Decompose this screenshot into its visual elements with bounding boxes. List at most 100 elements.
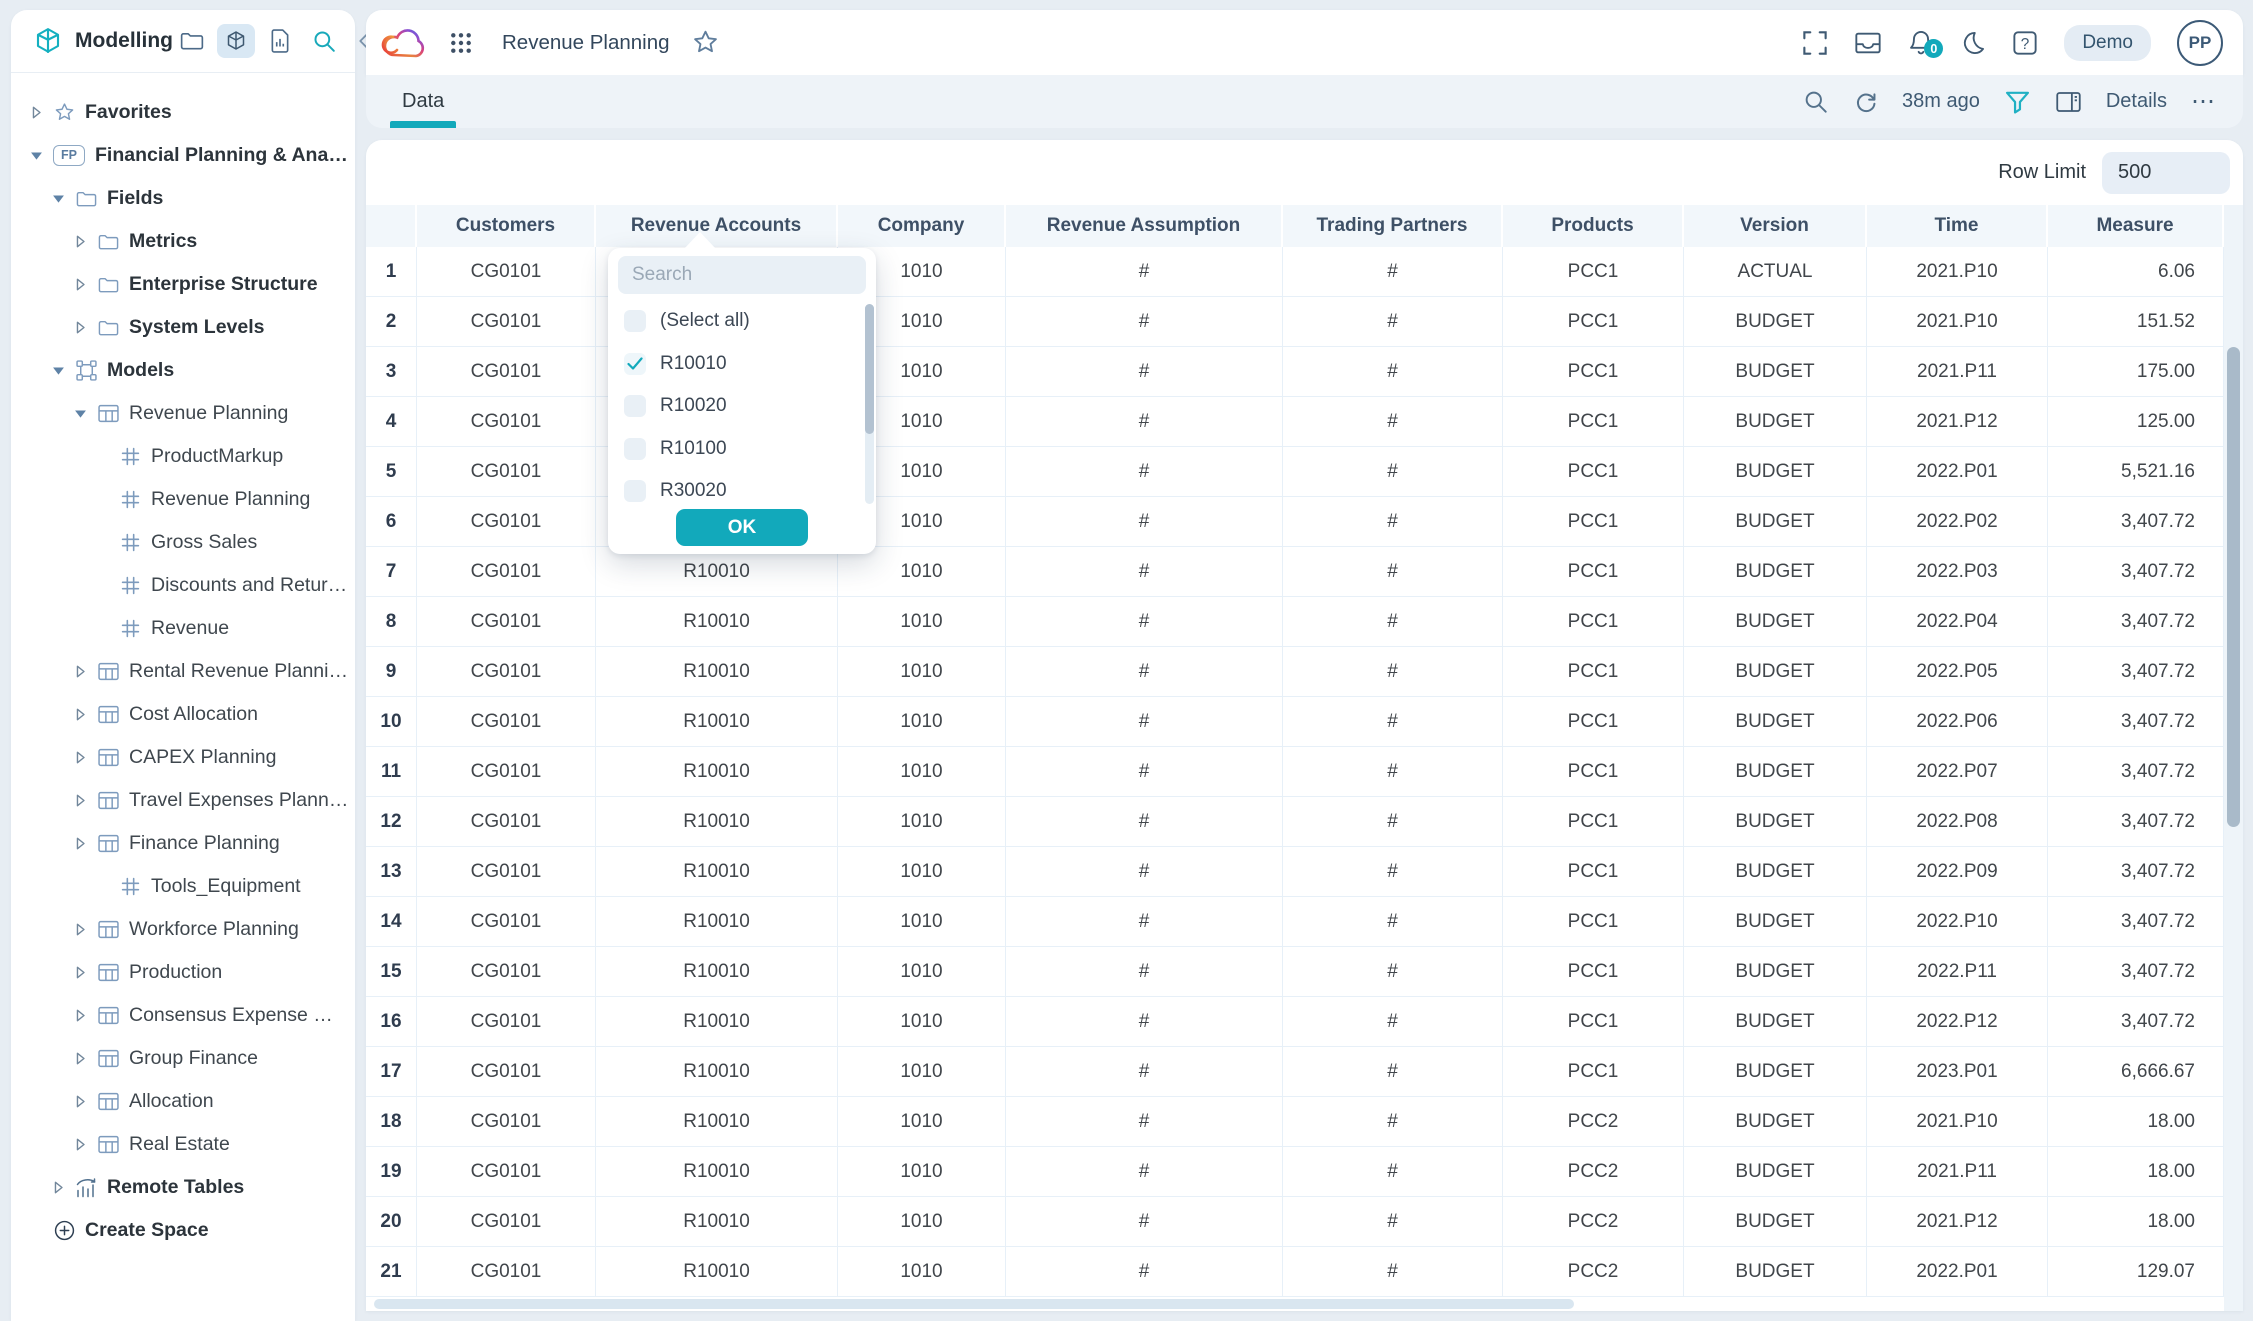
column-header-measure[interactable]: Measure [2048,205,2224,247]
tree-item-group-finance[interactable]: Group Finance [17,1037,349,1080]
tree-item-system-levels[interactable]: System Levels [17,306,349,349]
search-icon[interactable] [305,24,343,58]
tree-item-revenue-planning[interactable]: Revenue Planning [17,392,349,435]
vertical-scrollbar-thumb[interactable] [2227,347,2240,827]
tree-item-tools-equipment[interactable]: Tools_Equipment [17,865,349,908]
refresh-icon[interactable] [1852,89,1878,115]
tree-item-enterprise-structure[interactable]: Enterprise Structure [17,263,349,306]
caret-right-icon[interactable] [73,751,87,764]
tree-item-metrics[interactable]: Metrics [17,220,349,263]
caret-down-icon[interactable] [73,408,87,419]
caret-right-icon[interactable] [73,1052,87,1065]
checkbox-unchecked-icon[interactable] [624,395,646,417]
caret-right-icon[interactable] [73,923,87,936]
tree-item-create-space[interactable]: Create Space [17,1209,349,1252]
report-icon[interactable] [261,24,299,58]
checkbox-unchecked-icon[interactable] [624,480,646,502]
tree-item-production[interactable]: Production [17,951,349,994]
folder-icon[interactable] [173,24,211,58]
tree-item-cost-allocation[interactable]: Cost Allocation [17,693,349,736]
column-header-revenue-assumption[interactable]: Revenue Assumption [1006,205,1283,247]
filter-option-select-all[interactable]: (Select all) [618,300,868,343]
vertical-scrollbar[interactable] [2224,205,2243,1311]
tree-item-fields[interactable]: Fields [17,177,349,220]
caret-right-icon[interactable] [73,1095,87,1108]
details-panel-icon[interactable] [2055,90,2082,114]
filter-option-r30020[interactable]: R30020 [618,470,868,508]
details-label[interactable]: Details [2106,90,2167,113]
caret-right-icon[interactable] [73,665,87,678]
caret-right-icon[interactable] [73,235,87,248]
table-icon [96,920,120,939]
caret-right-icon[interactable] [73,708,87,721]
table-row: 17CG0101R100101010##PCC1BUDGET2023.P016,… [366,1047,2224,1097]
app-grid-icon[interactable] [450,32,472,54]
help-icon[interactable]: ? [2012,30,2038,56]
column-header-trading-partners[interactable]: Trading Partners [1283,205,1503,247]
svg-text:?: ? [2021,35,2030,52]
filter-ok-button[interactable]: OK [676,509,808,546]
tree-item-financial-planning-analysis[interactable]: FPFinancial Planning & Analysis [17,134,349,177]
inbox-icon[interactable] [1854,31,1882,55]
checkbox-checked-icon[interactable] [624,353,646,375]
popup-scrollbar-thumb[interactable] [865,304,874,434]
notifications-bell-icon[interactable]: 0 [1908,29,1934,56]
cell-revenue-assumption: # [1006,797,1283,847]
caret-right-icon[interactable] [51,1181,65,1194]
tree-item-revenue[interactable]: Revenue [17,607,349,650]
tree-item-finance-planning[interactable]: Finance Planning [17,822,349,865]
tree-item-consensus-expense-mo[interactable]: Consensus Expense Mo… [17,994,349,1037]
checkbox-unchecked-icon[interactable] [624,310,646,332]
favorite-star-icon[interactable] [692,29,719,56]
column-header-version[interactable]: Version [1684,205,1867,247]
horizontal-scrollbar-thumb[interactable] [374,1299,1574,1309]
caret-down-icon[interactable] [51,365,65,376]
caret-right-icon[interactable] [73,794,87,807]
checkbox-unchecked-icon[interactable] [624,438,646,460]
row-limit-input[interactable] [2102,152,2230,194]
tree-item-allocation[interactable]: Allocation [17,1080,349,1123]
tree-item-productmarkup[interactable]: ProductMarkup [17,435,349,478]
fullscreen-icon[interactable] [1802,30,1828,56]
filter-option-r10100[interactable]: R10100 [618,428,868,471]
caret-right-icon[interactable] [73,278,87,291]
user-avatar[interactable]: PP [2177,20,2223,66]
tree-item-travel-expenses-planning[interactable]: Travel Expenses Planning [17,779,349,822]
caret-right-icon[interactable] [73,966,87,979]
caret-down-icon[interactable] [51,193,65,204]
tree-item-real-estate[interactable]: Real Estate [17,1123,349,1166]
filter-option-r10010[interactable]: R10010 [618,343,868,386]
caret-right-icon[interactable] [73,321,87,334]
cell-time: 2022.P08 [1867,797,2048,847]
filter-search-input[interactable] [618,256,866,294]
caret-right-icon[interactable] [73,1009,87,1022]
filter-funnel-icon[interactable] [2004,89,2031,115]
filter-option-r10020[interactable]: R10020 [618,385,868,428]
column-header-customers[interactable]: Customers [417,205,596,247]
tree-item-gross-sales[interactable]: Gross Sales [17,521,349,564]
tree-item-revenue-planning[interactable]: Revenue Planning [17,478,349,521]
table-search-icon[interactable] [1803,89,1828,114]
tab-data[interactable]: Data [390,75,456,128]
column-header-revenue-accounts[interactable]: Revenue Accounts [596,205,838,247]
caret-right-icon[interactable] [73,837,87,850]
cell-revenue-assumption: # [1006,1097,1283,1147]
tree-item-capex-planning[interactable]: CAPEX Planning [17,736,349,779]
column-header-products[interactable]: Products [1503,205,1684,247]
more-actions-icon[interactable]: ⋯ [2191,87,2217,116]
tree-item-favorites[interactable]: Favorites [17,91,349,134]
tree-item-remote-tables[interactable]: Remote Tables [17,1166,349,1209]
cube-icon[interactable] [217,24,255,58]
column-header-company[interactable]: Company [838,205,1006,247]
caret-right-icon[interactable] [73,1138,87,1151]
tree-item-models[interactable]: Models [17,349,349,392]
caret-down-icon[interactable] [29,150,43,161]
caret-right-icon[interactable] [29,106,43,119]
tree-item-rental-revenue-planning[interactable]: Rental Revenue Planning [17,650,349,693]
cell-products: PCC1 [1503,597,1684,647]
tree-item-discounts-and-returns-c[interactable]: Discounts and Returns, C… [17,564,349,607]
cell-measure: 175.00 [2048,347,2224,397]
dark-mode-moon-icon[interactable] [1960,30,1986,56]
column-header-time[interactable]: Time [1867,205,2048,247]
tree-item-workforce-planning[interactable]: Workforce Planning [17,908,349,951]
